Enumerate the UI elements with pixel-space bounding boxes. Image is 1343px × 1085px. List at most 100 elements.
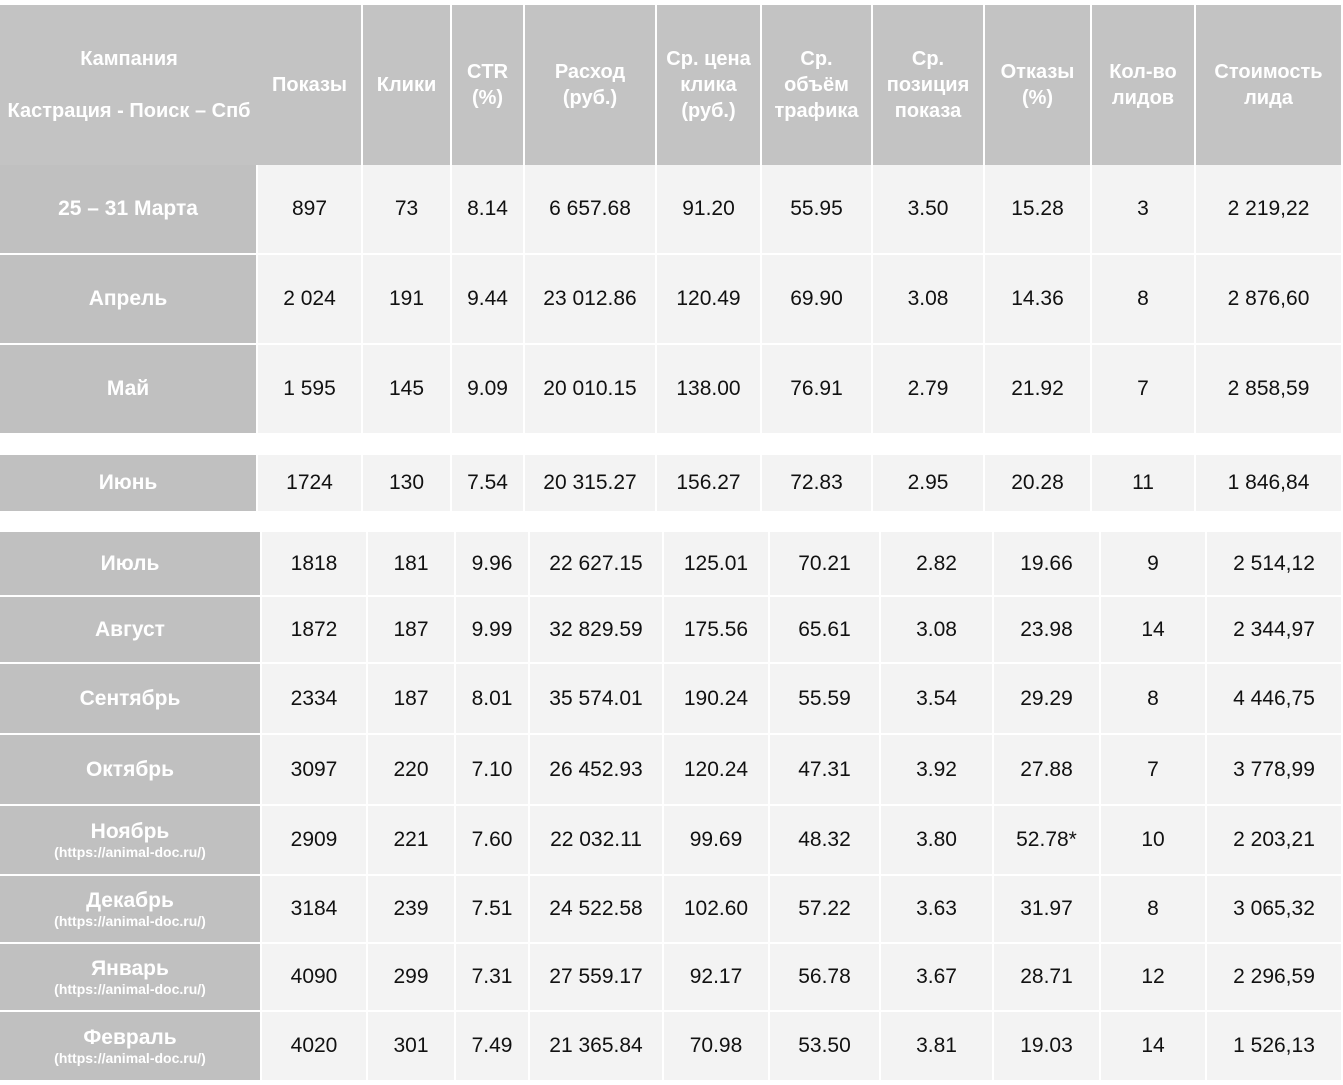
- cell-value: 20.28: [1011, 471, 1064, 494]
- cell-value: 220: [393, 757, 429, 781]
- cell-value: 23 012.86: [543, 287, 637, 310]
- cell-value: 27.88: [1020, 757, 1073, 781]
- cell-value: 2 514,12: [1233, 551, 1315, 575]
- cell-value: 47.31: [798, 757, 851, 781]
- cell-value: 14.36: [1011, 287, 1064, 310]
- cell-value: 20 315.27: [543, 471, 637, 494]
- cell-value: 27 559.17: [549, 965, 643, 988]
- cell-value: 91.20: [682, 197, 735, 220]
- cell-value: 1818: [290, 551, 338, 575]
- cell-value: 53.50: [798, 1034, 851, 1057]
- data-cell: 239: [368, 876, 456, 944]
- data-cell: 9.44: [452, 255, 525, 345]
- data-cell: 2.95: [873, 455, 985, 513]
- cell-value: 22 627.15: [549, 551, 643, 575]
- cell-value: 92.17: [689, 965, 743, 988]
- data-cell: 175.56: [664, 597, 770, 664]
- data-cell: 181: [368, 532, 456, 597]
- cell-value: 2 203,21: [1233, 828, 1315, 851]
- campaign-name: Кастрация - Поиск – Спб: [7, 100, 251, 122]
- data-cell: 91.20: [657, 165, 762, 255]
- cell-value: 191: [388, 287, 425, 310]
- data-cell: 21.92: [985, 345, 1092, 435]
- data-cell: 2909: [262, 806, 368, 876]
- period-label: Июнь: [98, 471, 158, 494]
- data-cell: 8: [1101, 876, 1207, 944]
- data-cell: 1724: [258, 455, 363, 513]
- cell-value: 6 657.68: [549, 197, 631, 220]
- data-cell: 301: [368, 1012, 456, 1082]
- cell-value: 187: [393, 617, 429, 641]
- period-label: Апрель: [88, 287, 168, 310]
- data-cell: 7.51: [456, 876, 530, 944]
- cell-value: 55.95: [790, 197, 843, 220]
- period-label: Май: [106, 377, 150, 400]
- data-cell: 70.21: [770, 532, 881, 597]
- data-cell: 8: [1092, 255, 1196, 345]
- cell-value: 7: [1137, 377, 1149, 400]
- cell-value: 190.24: [683, 686, 749, 710]
- data-cell: 3.50: [873, 165, 985, 255]
- cell-value: 125.01: [683, 551, 749, 575]
- data-cell: 92.17: [664, 944, 770, 1012]
- cell-value: 8: [1137, 287, 1149, 310]
- data-cell: 19.66: [994, 532, 1101, 597]
- column-header: Отказы (%): [1000, 61, 1075, 109]
- data-cell: 138.00: [657, 345, 762, 435]
- data-cell: 2.79: [873, 345, 985, 435]
- cell-value: 3097: [290, 757, 338, 781]
- data-cell: 14: [1101, 1012, 1207, 1082]
- data-cell: 3184: [262, 876, 368, 944]
- data-cell: 9: [1101, 532, 1207, 597]
- cell-value: 3.67: [916, 965, 957, 988]
- cell-value: 19.03: [1020, 1034, 1073, 1057]
- data-cell: 187: [368, 597, 456, 664]
- data-cell: 190.24: [664, 664, 770, 735]
- cell-value: 102.60: [683, 897, 749, 920]
- data-cell: 11: [1092, 455, 1196, 513]
- cell-value: 11: [1132, 471, 1154, 494]
- column-header: CTR (%): [466, 61, 509, 109]
- cell-value: 145: [388, 377, 425, 400]
- data-cell: 2 203,21: [1207, 806, 1343, 876]
- data-cell: 9.99: [456, 597, 530, 664]
- cell-value: 3 065,32: [1233, 897, 1315, 920]
- cell-value: 2 024: [283, 287, 336, 310]
- data-cell: 76.91: [762, 345, 873, 435]
- cell-value: 239: [393, 897, 429, 920]
- cell-value: 70.98: [689, 1034, 743, 1057]
- row-label: Май: [0, 345, 258, 435]
- cell-value: 2 296,59: [1233, 965, 1315, 988]
- data-cell: 35 574.01: [530, 664, 664, 735]
- data-cell: 22 032.11: [530, 806, 664, 876]
- cell-value: 56.78: [798, 965, 851, 988]
- cell-value: 7: [1147, 757, 1159, 781]
- cell-value: 3 778,99: [1233, 757, 1315, 781]
- cell-value: 12: [1141, 965, 1165, 988]
- site-label: (https://animal-doc.ru/): [54, 844, 206, 860]
- cell-value: 2 344,97: [1233, 617, 1315, 641]
- cell-value: 2334: [290, 686, 338, 710]
- cell-value: 20 010.15: [543, 377, 637, 400]
- data-cell: 3.67: [881, 944, 994, 1012]
- data-cell: 53.50: [770, 1012, 881, 1082]
- data-cell: 3 778,99: [1207, 735, 1343, 806]
- data-cell: 2 024: [258, 255, 363, 345]
- data-cell: 2 876,60: [1196, 255, 1343, 345]
- data-cell: 1 526,13: [1207, 1012, 1343, 1082]
- cell-value: 2 219,22: [1227, 197, 1310, 220]
- data-cell: 99.69: [664, 806, 770, 876]
- cell-value: 70.21: [798, 551, 851, 575]
- data-cell: 3.08: [873, 255, 985, 345]
- cell-value: 10: [1141, 828, 1165, 851]
- data-cell: 2 219,22: [1196, 165, 1343, 255]
- cell-value: 3.50: [907, 197, 949, 220]
- data-cell: 120.24: [664, 735, 770, 806]
- campaign-label: Кампания: [80, 48, 178, 70]
- data-cell: 20 010.15: [525, 345, 657, 435]
- cell-value: 4090: [290, 965, 338, 988]
- cell-value: 2.79: [907, 377, 949, 400]
- cell-value: 23.98: [1020, 617, 1073, 641]
- data-cell: 221: [368, 806, 456, 876]
- data-cell: 10: [1101, 806, 1207, 876]
